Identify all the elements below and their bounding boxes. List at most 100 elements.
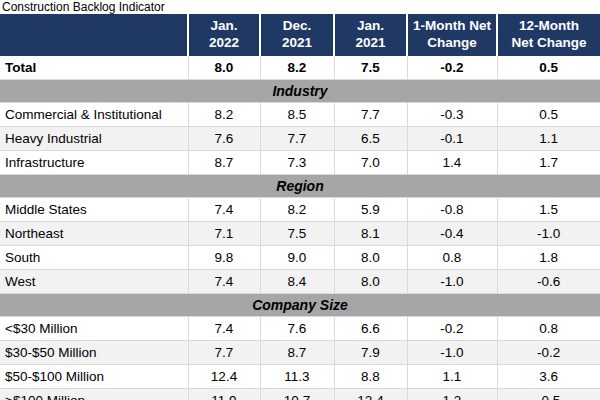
- table-row: South9.89.08.00.81.8: [0, 246, 600, 270]
- value-cell: -1.0: [497, 222, 600, 246]
- value-cell: 7.4: [188, 270, 260, 294]
- table-row: Northeast7.17.58.1-0.4-1.0: [0, 222, 600, 246]
- value-cell: 7.7: [188, 341, 260, 365]
- value-cell: 1.5: [497, 198, 600, 222]
- table-header: Jan. 2022 Dec. 2021 Jan. 2021 1-Month Ne…: [0, 14, 600, 56]
- value-cell: -1.0: [407, 341, 497, 365]
- section-title: Company Size: [0, 294, 600, 317]
- value-cell: 1.7: [497, 151, 600, 175]
- row-label: $50-$100 Million: [0, 365, 188, 389]
- value-cell: -0.2: [407, 317, 497, 341]
- value-cell: 9.0: [260, 246, 334, 270]
- table-body: Total8.08.27.5-0.20.5IndustryCommercial …: [0, 56, 600, 400]
- corner-cell: [0, 14, 188, 56]
- table-row: Middle States7.48.25.9-0.81.5: [0, 198, 600, 222]
- value-cell: 6.6: [334, 317, 407, 341]
- table-row: West7.48.48.0-1.0-0.6: [0, 270, 600, 294]
- table-row: Commercial & Institutional8.28.57.7-0.30…: [0, 103, 600, 127]
- value-cell: -0.8: [407, 198, 497, 222]
- value-cell: 8.5: [260, 103, 334, 127]
- value-cell: 3.6: [497, 365, 600, 389]
- value-cell: 7.0: [334, 151, 407, 175]
- value-cell: 8.2: [188, 103, 260, 127]
- value-cell: 7.4: [188, 317, 260, 341]
- table-row: $50-$100 Million12.411.38.81.13.6: [0, 365, 600, 389]
- value-cell: 12.4: [334, 389, 407, 400]
- table-row: $30-$50 Million7.78.77.9-1.0-0.2: [0, 341, 600, 365]
- value-cell: -0.1: [407, 127, 497, 151]
- value-cell: -0.4: [407, 222, 497, 246]
- value-cell: -1.0: [407, 270, 497, 294]
- value-cell: 7.6: [260, 317, 334, 341]
- value-cell: 8.0: [188, 56, 260, 80]
- column-header-dec-2021: Dec. 2021: [260, 14, 334, 56]
- value-cell: 6.5: [334, 127, 407, 151]
- value-cell: -0.2: [407, 56, 497, 80]
- value-cell: 8.0: [334, 270, 407, 294]
- section-title: Region: [0, 175, 600, 198]
- value-cell: 0.8: [497, 317, 600, 341]
- value-cell: 8.7: [188, 151, 260, 175]
- value-cell: 1.8: [497, 246, 600, 270]
- value-cell: 7.9: [334, 341, 407, 365]
- value-cell: 9.8: [188, 246, 260, 270]
- row-label: South: [0, 246, 188, 270]
- value-cell: 7.6: [188, 127, 260, 151]
- row-label: Middle States: [0, 198, 188, 222]
- column-header-1-month-net-change: 1-Month Net Change: [407, 14, 497, 56]
- row-label: West: [0, 270, 188, 294]
- row-label: Commercial & Institutional: [0, 103, 188, 127]
- table-row: >$100 Million11.910.712.41.2-0.5: [0, 389, 600, 400]
- value-cell: 7.1: [188, 222, 260, 246]
- row-label: Total: [0, 56, 188, 80]
- value-cell: 10.7: [260, 389, 334, 400]
- value-cell: 1.2: [407, 389, 497, 400]
- column-header-12-month-net-change: 12-Month Net Change: [497, 14, 600, 56]
- section-header-row: Industry: [0, 80, 600, 103]
- value-cell: 12.4: [188, 365, 260, 389]
- value-cell: 7.4: [188, 198, 260, 222]
- value-cell: -0.3: [407, 103, 497, 127]
- table-row: Total8.08.27.5-0.20.5: [0, 56, 600, 80]
- backlog-table: Jan. 2022 Dec. 2021 Jan. 2021 1-Month Ne…: [0, 14, 600, 400]
- value-cell: -0.5: [497, 389, 600, 400]
- value-cell: -0.2: [497, 341, 600, 365]
- value-cell: 8.1: [334, 222, 407, 246]
- value-cell: 0.5: [497, 103, 600, 127]
- value-cell: 7.5: [334, 56, 407, 80]
- value-cell: 1.1: [497, 127, 600, 151]
- value-cell: 1.4: [407, 151, 497, 175]
- value-cell: 5.9: [334, 198, 407, 222]
- value-cell: 0.5: [497, 56, 600, 80]
- value-cell: 8.2: [260, 56, 334, 80]
- row-label: Heavy Industrial: [0, 127, 188, 151]
- section-header-row: Region: [0, 175, 600, 198]
- section-header-row: Company Size: [0, 294, 600, 317]
- section-title: Industry: [0, 80, 600, 103]
- table-row: <$30 Million7.47.66.6-0.20.8: [0, 317, 600, 341]
- value-cell: 7.5: [260, 222, 334, 246]
- row-label: Northeast: [0, 222, 188, 246]
- row-label: >$100 Million: [0, 389, 188, 400]
- row-label: Infrastructure: [0, 151, 188, 175]
- column-header-jan-2022: Jan. 2022: [188, 14, 260, 56]
- header-row: Jan. 2022 Dec. 2021 Jan. 2021 1-Month Ne…: [0, 14, 600, 56]
- value-cell: 8.2: [260, 198, 334, 222]
- table-row: Infrastructure8.77.37.01.41.7: [0, 151, 600, 175]
- value-cell: -0.6: [497, 270, 600, 294]
- row-label: $30-$50 Million: [0, 341, 188, 365]
- value-cell: 11.9: [188, 389, 260, 400]
- column-header-jan-2021: Jan. 2021: [334, 14, 407, 56]
- value-cell: 7.7: [260, 127, 334, 151]
- value-cell: 0.8: [407, 246, 497, 270]
- value-cell: 8.8: [334, 365, 407, 389]
- table-row: Heavy Industrial7.67.76.5-0.11.1: [0, 127, 600, 151]
- value-cell: 7.7: [334, 103, 407, 127]
- value-cell: 11.3: [260, 365, 334, 389]
- value-cell: 1.1: [407, 365, 497, 389]
- row-label: <$30 Million: [0, 317, 188, 341]
- value-cell: 8.0: [334, 246, 407, 270]
- value-cell: 7.3: [260, 151, 334, 175]
- value-cell: 8.4: [260, 270, 334, 294]
- page-title: Construction Backlog Indicator: [0, 0, 600, 14]
